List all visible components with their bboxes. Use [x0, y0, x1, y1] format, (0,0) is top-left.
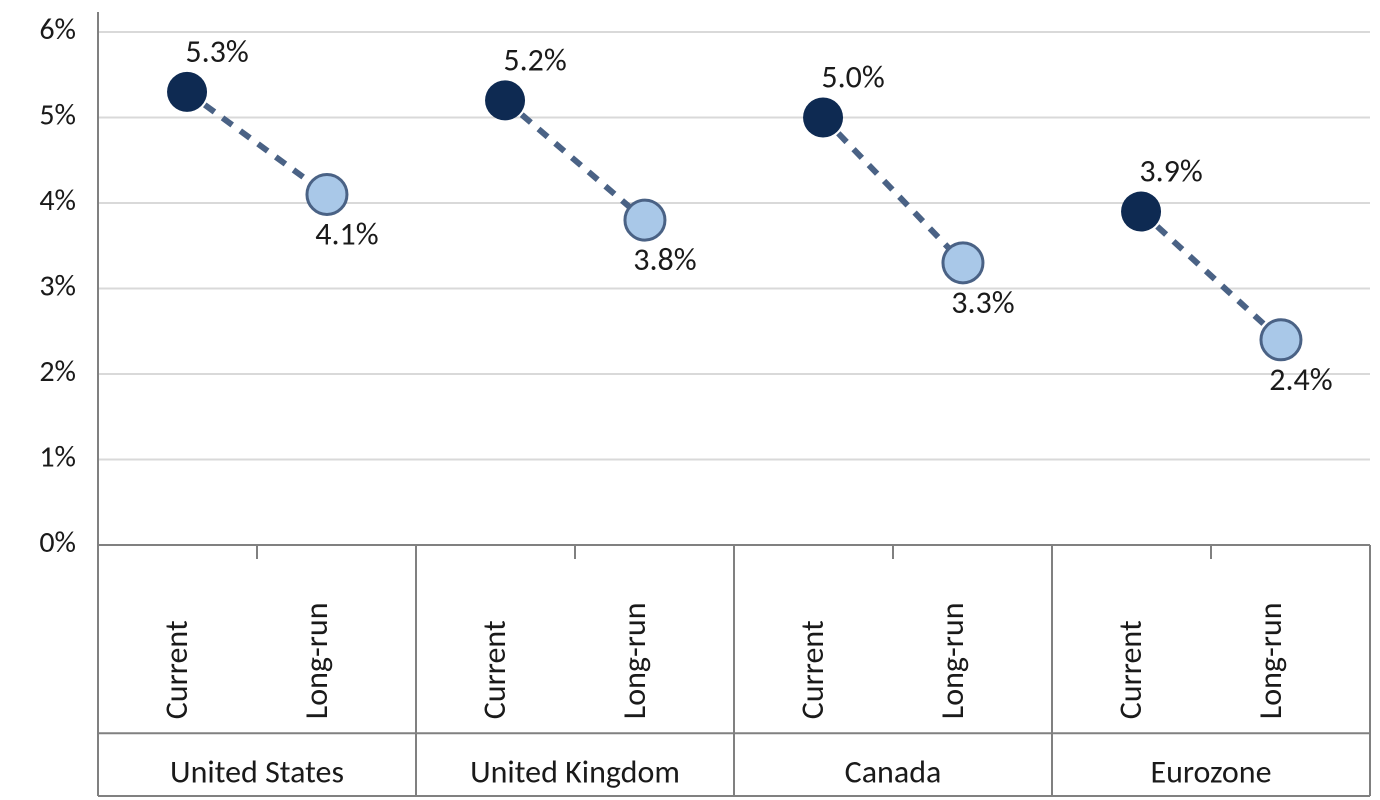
sub-label-longrun: Long-run: [615, 602, 654, 719]
group-label: United States: [170, 752, 344, 791]
y-tick-label: 5%: [39, 97, 76, 134]
value-label-longrun: 3.8%: [633, 240, 696, 279]
group-label: Canada: [845, 752, 942, 791]
marker-current: [485, 80, 525, 120]
sub-label-longrun: Long-run: [933, 602, 972, 719]
value-label-longrun: 3.3%: [951, 283, 1014, 322]
y-tick-label: 1%: [39, 439, 76, 476]
marker-longrun: [625, 200, 665, 240]
y-tick-label: 6%: [39, 11, 76, 48]
value-label-current: 5.0%: [821, 58, 884, 97]
sub-label-longrun: Long-run: [297, 602, 336, 719]
sub-label-longrun: Long-run: [1251, 602, 1290, 719]
marker-current: [803, 98, 843, 138]
connector-line: [823, 118, 963, 263]
sub-label-current: Current: [157, 620, 196, 719]
value-label-current: 5.2%: [503, 40, 566, 79]
marker-current: [167, 72, 207, 112]
connector-line: [1141, 212, 1281, 340]
value-label-longrun: 2.4%: [1269, 360, 1332, 399]
marker-longrun: [1261, 320, 1301, 360]
marker-longrun: [307, 174, 347, 214]
value-label-longrun: 4.1%: [315, 214, 378, 253]
y-tick-label: 4%: [39, 182, 76, 219]
value-label-current: 3.9%: [1139, 152, 1202, 191]
marker-current: [1121, 192, 1161, 232]
sub-label-current: Current: [475, 620, 514, 719]
sub-label-current: Current: [793, 620, 832, 719]
y-tick-label: 0%: [39, 524, 76, 561]
y-tick-label: 3%: [39, 268, 76, 305]
y-tick-label: 2%: [39, 353, 76, 390]
value-label-current: 5.3%: [185, 32, 248, 71]
sub-label-current: Current: [1111, 620, 1150, 719]
group-label: Eurozone: [1150, 752, 1271, 791]
group-label: United Kingdom: [470, 752, 680, 791]
rates-chart: 0% 1% 2% 3% 4% 5% 6% 5.3% 4.1% Current Long-run Uni…: [0, 0, 1380, 800]
connector-line: [187, 92, 327, 195]
marker-longrun: [943, 243, 983, 283]
